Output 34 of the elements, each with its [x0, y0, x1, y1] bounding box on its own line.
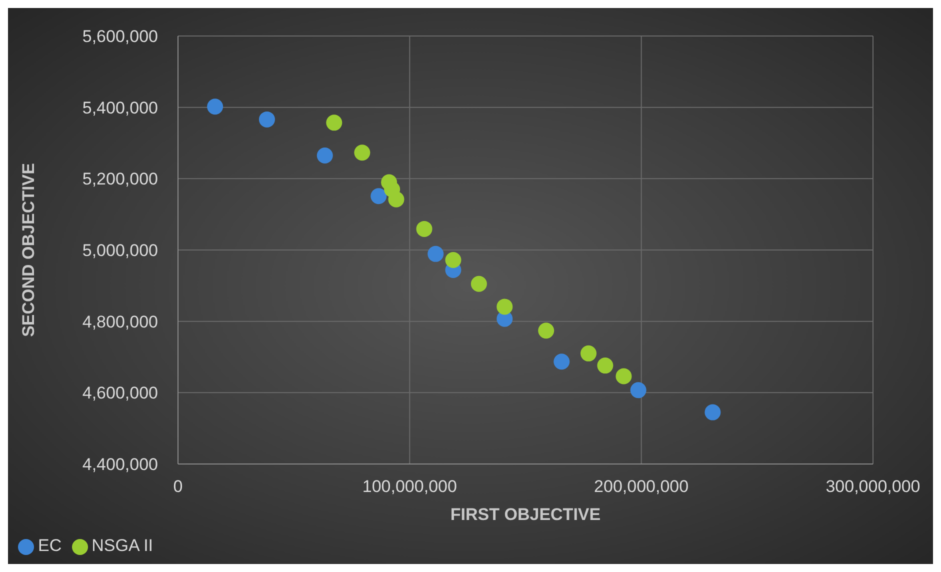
y-tick-label: 5,200,000 — [82, 170, 158, 189]
x-tick-label: 100,000,000 — [362, 477, 457, 496]
legend-label: NSGA II — [92, 536, 154, 555]
y-axis-title: SECOND OBJECTIVE — [19, 163, 38, 337]
point — [470, 276, 487, 292]
point — [326, 114, 342, 131]
point — [207, 98, 224, 115]
point — [428, 246, 444, 262]
point — [616, 368, 632, 384]
point — [354, 144, 370, 161]
x-tick-label: 300,000,000 — [826, 477, 920, 496]
x-axis-title: FIRST OBJECTIVE — [450, 505, 601, 524]
point — [258, 111, 275, 128]
point — [580, 345, 597, 362]
y-tick-label: 5,400,000 — [82, 98, 158, 118]
legend-label: EC — [38, 536, 62, 555]
point — [445, 252, 462, 268]
point — [538, 322, 554, 339]
point — [416, 220, 432, 237]
point — [316, 147, 333, 164]
point — [704, 404, 721, 420]
y-tick-label: 5,000,000 — [82, 241, 158, 260]
point — [597, 358, 614, 374]
point — [630, 382, 646, 398]
x-tick-label: 0 — [173, 477, 183, 496]
point — [496, 298, 513, 315]
x-tick-label: 200,000,000 — [594, 477, 689, 496]
point — [554, 354, 570, 370]
point — [388, 191, 404, 208]
y-tick-label: 5,600,000 — [82, 27, 158, 46]
y-tick-label: 4,800,000 — [82, 312, 158, 332]
y-tick-label: 4,600,000 — [82, 384, 158, 403]
y-tick-label: 4,400,000 — [82, 455, 158, 474]
point — [370, 188, 387, 204]
